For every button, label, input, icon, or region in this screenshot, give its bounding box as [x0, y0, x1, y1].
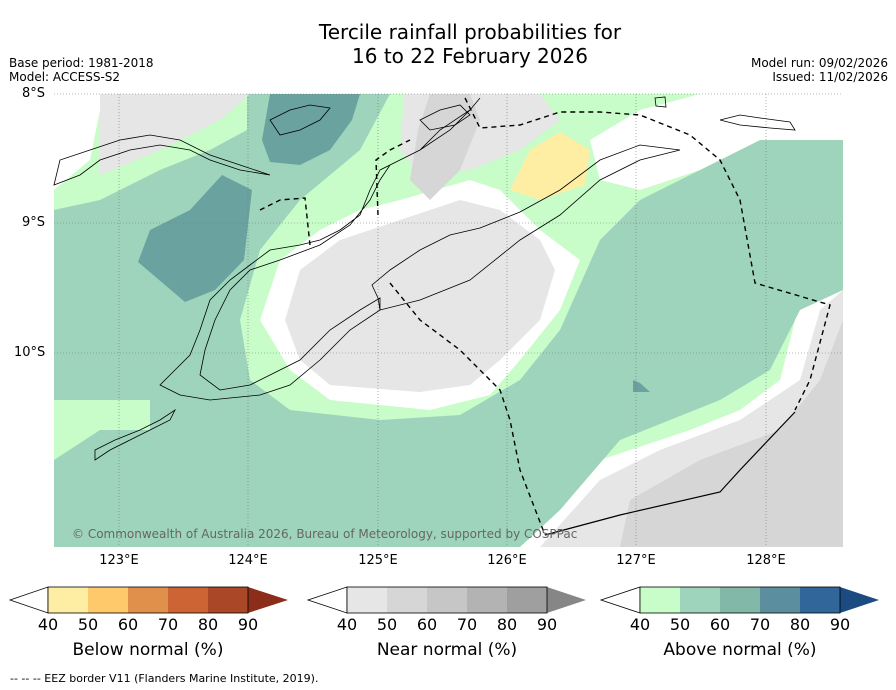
colorbar-near-normal: [306, 586, 586, 614]
eez-border-west: [259, 197, 311, 246]
cb-above-6: [840, 587, 879, 613]
lon-label-124e: 124°E: [228, 553, 268, 568]
above-normal-50-region: [54, 94, 843, 547]
lon-label-128e: 128°E: [746, 553, 786, 568]
cb-near-1: [347, 587, 387, 613]
cb-above-5: [800, 587, 840, 613]
title-line2: 16 to 22 February 2026: [352, 44, 588, 68]
lon-label-123e: 123°E: [99, 553, 139, 568]
cb-near-2: [387, 587, 427, 613]
cb-below-tick: 80: [197, 615, 219, 634]
copyright-notice: © Commonwealth of Australia 2026, Bureau…: [72, 527, 578, 541]
wetar-coastline: [719, 114, 796, 131]
cb-below-tick: 70: [157, 615, 179, 634]
cb-below-tick: 90: [237, 615, 259, 634]
cb-above-tick: 90: [829, 615, 851, 634]
cb-below-4: [168, 587, 208, 613]
flores-coastline: [53, 134, 271, 186]
lon-label-126e: 126°E: [487, 553, 527, 568]
eez-border-timor-west: [375, 139, 411, 216]
eez-border-solid: [544, 411, 796, 536]
cb-above-tick: 80: [789, 615, 811, 634]
colorbar-title-above: Above normal (%): [663, 640, 817, 660]
near-normal-darker-south-east: [620, 320, 843, 547]
lat-label-10s: 10°S: [14, 345, 46, 360]
cb-above-tick: 40: [629, 615, 651, 634]
cb-above-2: [680, 587, 720, 613]
cb-near-4: [467, 587, 507, 613]
near-normal-region-west: [100, 94, 250, 175]
cb-below-6: [248, 587, 288, 613]
cb-below-2: [88, 587, 128, 613]
cb-below-tick: 50: [77, 615, 99, 634]
above-normal-60-region-west: [138, 175, 252, 302]
white-gap-north: [54, 94, 100, 190]
white-gap-east: [590, 94, 843, 190]
coastlines: [53, 96, 796, 461]
small-island-coastline: [654, 96, 667, 108]
island-north-coastline: [269, 104, 331, 136]
cb-near-tick: 60: [416, 615, 438, 634]
cb-above-tick: 70: [749, 615, 771, 634]
cb-near-tick: 50: [376, 615, 398, 634]
sumba-coastline: [94, 408, 177, 461]
cb-near-tick: 70: [456, 615, 478, 634]
cb-below-1: [48, 587, 88, 613]
cb-above-4: [760, 587, 800, 613]
cb-near-3: [427, 587, 467, 613]
cb-above-3: [720, 587, 760, 613]
eez-footer-note: -- -- -- EEZ border V11 (Flanders Marine…: [10, 672, 319, 685]
near-normal-darker-north: [410, 94, 480, 200]
issued-date: Issued: 11/02/2026: [772, 70, 888, 84]
eez-border: [259, 97, 831, 536]
cb-above-1: [640, 587, 680, 613]
eez-border-south: [389, 282, 546, 536]
model-name: Model: ACCESS-S2: [9, 70, 121, 84]
cb-below-tick: 60: [117, 615, 139, 634]
colorbar-above-normal: [599, 586, 879, 614]
colorbar-below-normal: [8, 586, 288, 614]
cb-below-3: [128, 587, 168, 613]
cb-above-tick: 60: [709, 615, 731, 634]
base-period: Base period: 1981-2018: [9, 56, 154, 70]
graticule: [54, 93, 843, 547]
above-normal-60-region-east: [633, 380, 650, 392]
cb-near-tick: 80: [496, 615, 518, 634]
model-run: Model run: 09/02/2026: [750, 56, 888, 70]
eez-border-north: [464, 97, 831, 411]
lon-label-127e: 127°E: [616, 553, 656, 568]
timor-coastline: [371, 144, 681, 311]
lat-label-9s: 9°S: [22, 215, 46, 230]
cb-above-tick: 50: [669, 615, 691, 634]
cb-near-tick: 40: [336, 615, 358, 634]
map-panel: [53, 93, 843, 547]
colorbar-title-below: Below normal (%): [72, 640, 224, 660]
alor-coastline: [419, 104, 471, 131]
cb-near-5: [507, 587, 547, 613]
title-line1: Tercile rainfall probabilities for: [318, 20, 622, 44]
cb-below-5: [208, 587, 248, 613]
colorbar-title-near: Near normal (%): [376, 640, 518, 660]
near-normal-region-center: [285, 200, 555, 392]
cb-near-6: [547, 587, 586, 613]
cb-near-tick: 90: [536, 615, 558, 634]
cb-below-tick: 40: [37, 615, 59, 634]
lat-label-8s: 8°S: [22, 86, 46, 101]
lon-label-125e: 125°E: [358, 553, 398, 568]
coastline-central: [159, 97, 481, 401]
